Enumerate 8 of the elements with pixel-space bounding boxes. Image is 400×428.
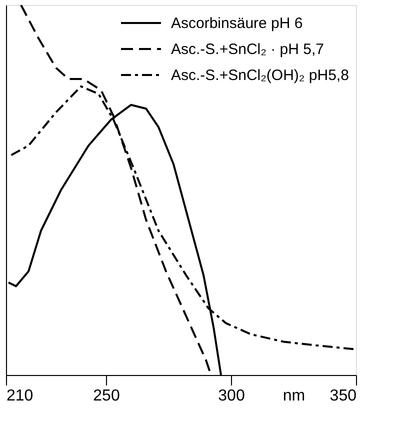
x-tick-label: 350	[330, 388, 357, 404]
x-axis-title: nm	[282, 388, 306, 404]
x-tick-label: 210	[6, 388, 34, 404]
x-tick-label: 250	[93, 388, 120, 404]
x-tick-label: 300	[218, 388, 245, 404]
legend-label: Asc.-S.+SnCl₂(OH)₂ pH5,8	[171, 67, 349, 84]
legend-label: Asc.-S.+SnCl₂ · pH 5,7	[171, 41, 324, 58]
legend-label: Ascorbinsäure pH 6	[171, 15, 303, 32]
